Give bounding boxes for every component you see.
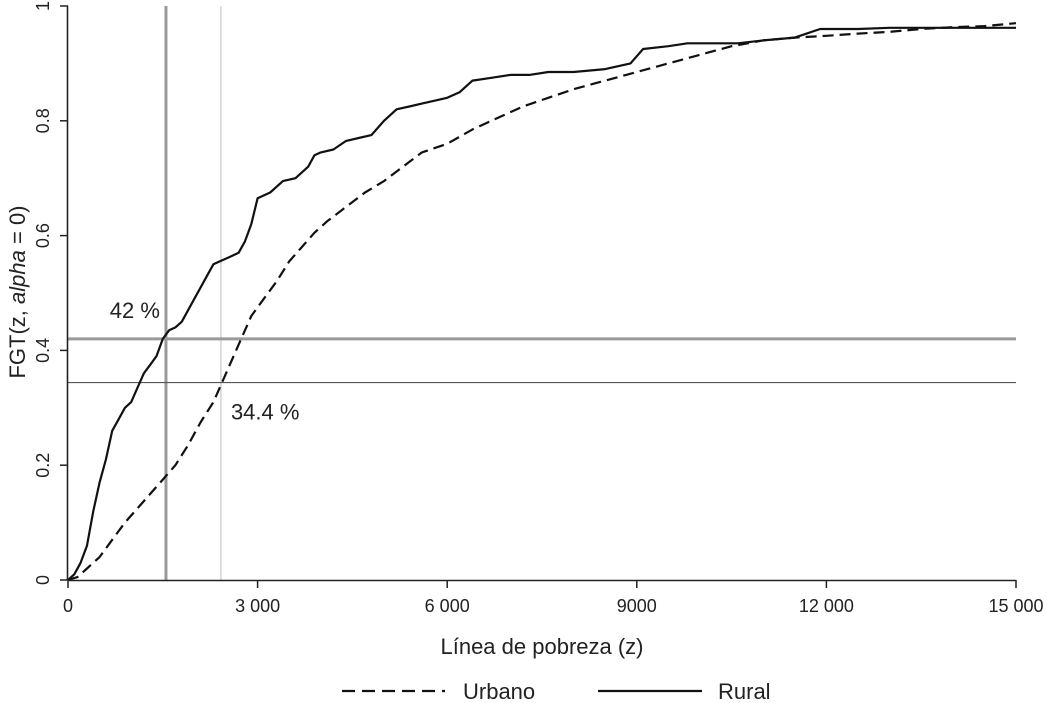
y-tick-label: 0.4	[33, 338, 53, 363]
x-tick-label: 0	[63, 596, 73, 616]
annotations: 42 % 34.4 %	[110, 298, 300, 425]
series-group	[67, 22, 1017, 582]
legend: Urbano Rural	[342, 679, 771, 703]
x-tick-label: 15 000	[988, 596, 1043, 616]
y-tick-label: 0.2	[33, 453, 53, 478]
reference-lines	[68, 6, 1016, 580]
axes: 0 3 000 6 000 9000 12 000 15 000 0 0.2 0.4 0.6 0.8…	[33, 1, 1044, 616]
y-axis-title: FGT(z, alpha = 0)	[5, 205, 30, 378]
x-tick-label: 3 000	[235, 596, 280, 616]
legend-rural-label: Rural	[718, 679, 771, 703]
series-line-rural	[67, 26, 1016, 581]
annotation-label-2: 34.4 %	[231, 400, 300, 425]
x-tick-label: 9000	[617, 596, 657, 616]
annotation-label-1: 42 %	[110, 298, 160, 323]
x-tick-label: 12 000	[799, 596, 854, 616]
y-tick-label: 0	[33, 575, 53, 585]
y-tick-label: 0.6	[33, 223, 53, 248]
y-tick-label: 0.8	[33, 108, 53, 133]
y-tick-label: 1	[33, 1, 53, 11]
x-axis-title: Línea de pobreza (z)	[440, 634, 643, 659]
x-tick-label: 6 000	[425, 596, 470, 616]
legend-urbano-label: Urbano	[463, 679, 535, 703]
